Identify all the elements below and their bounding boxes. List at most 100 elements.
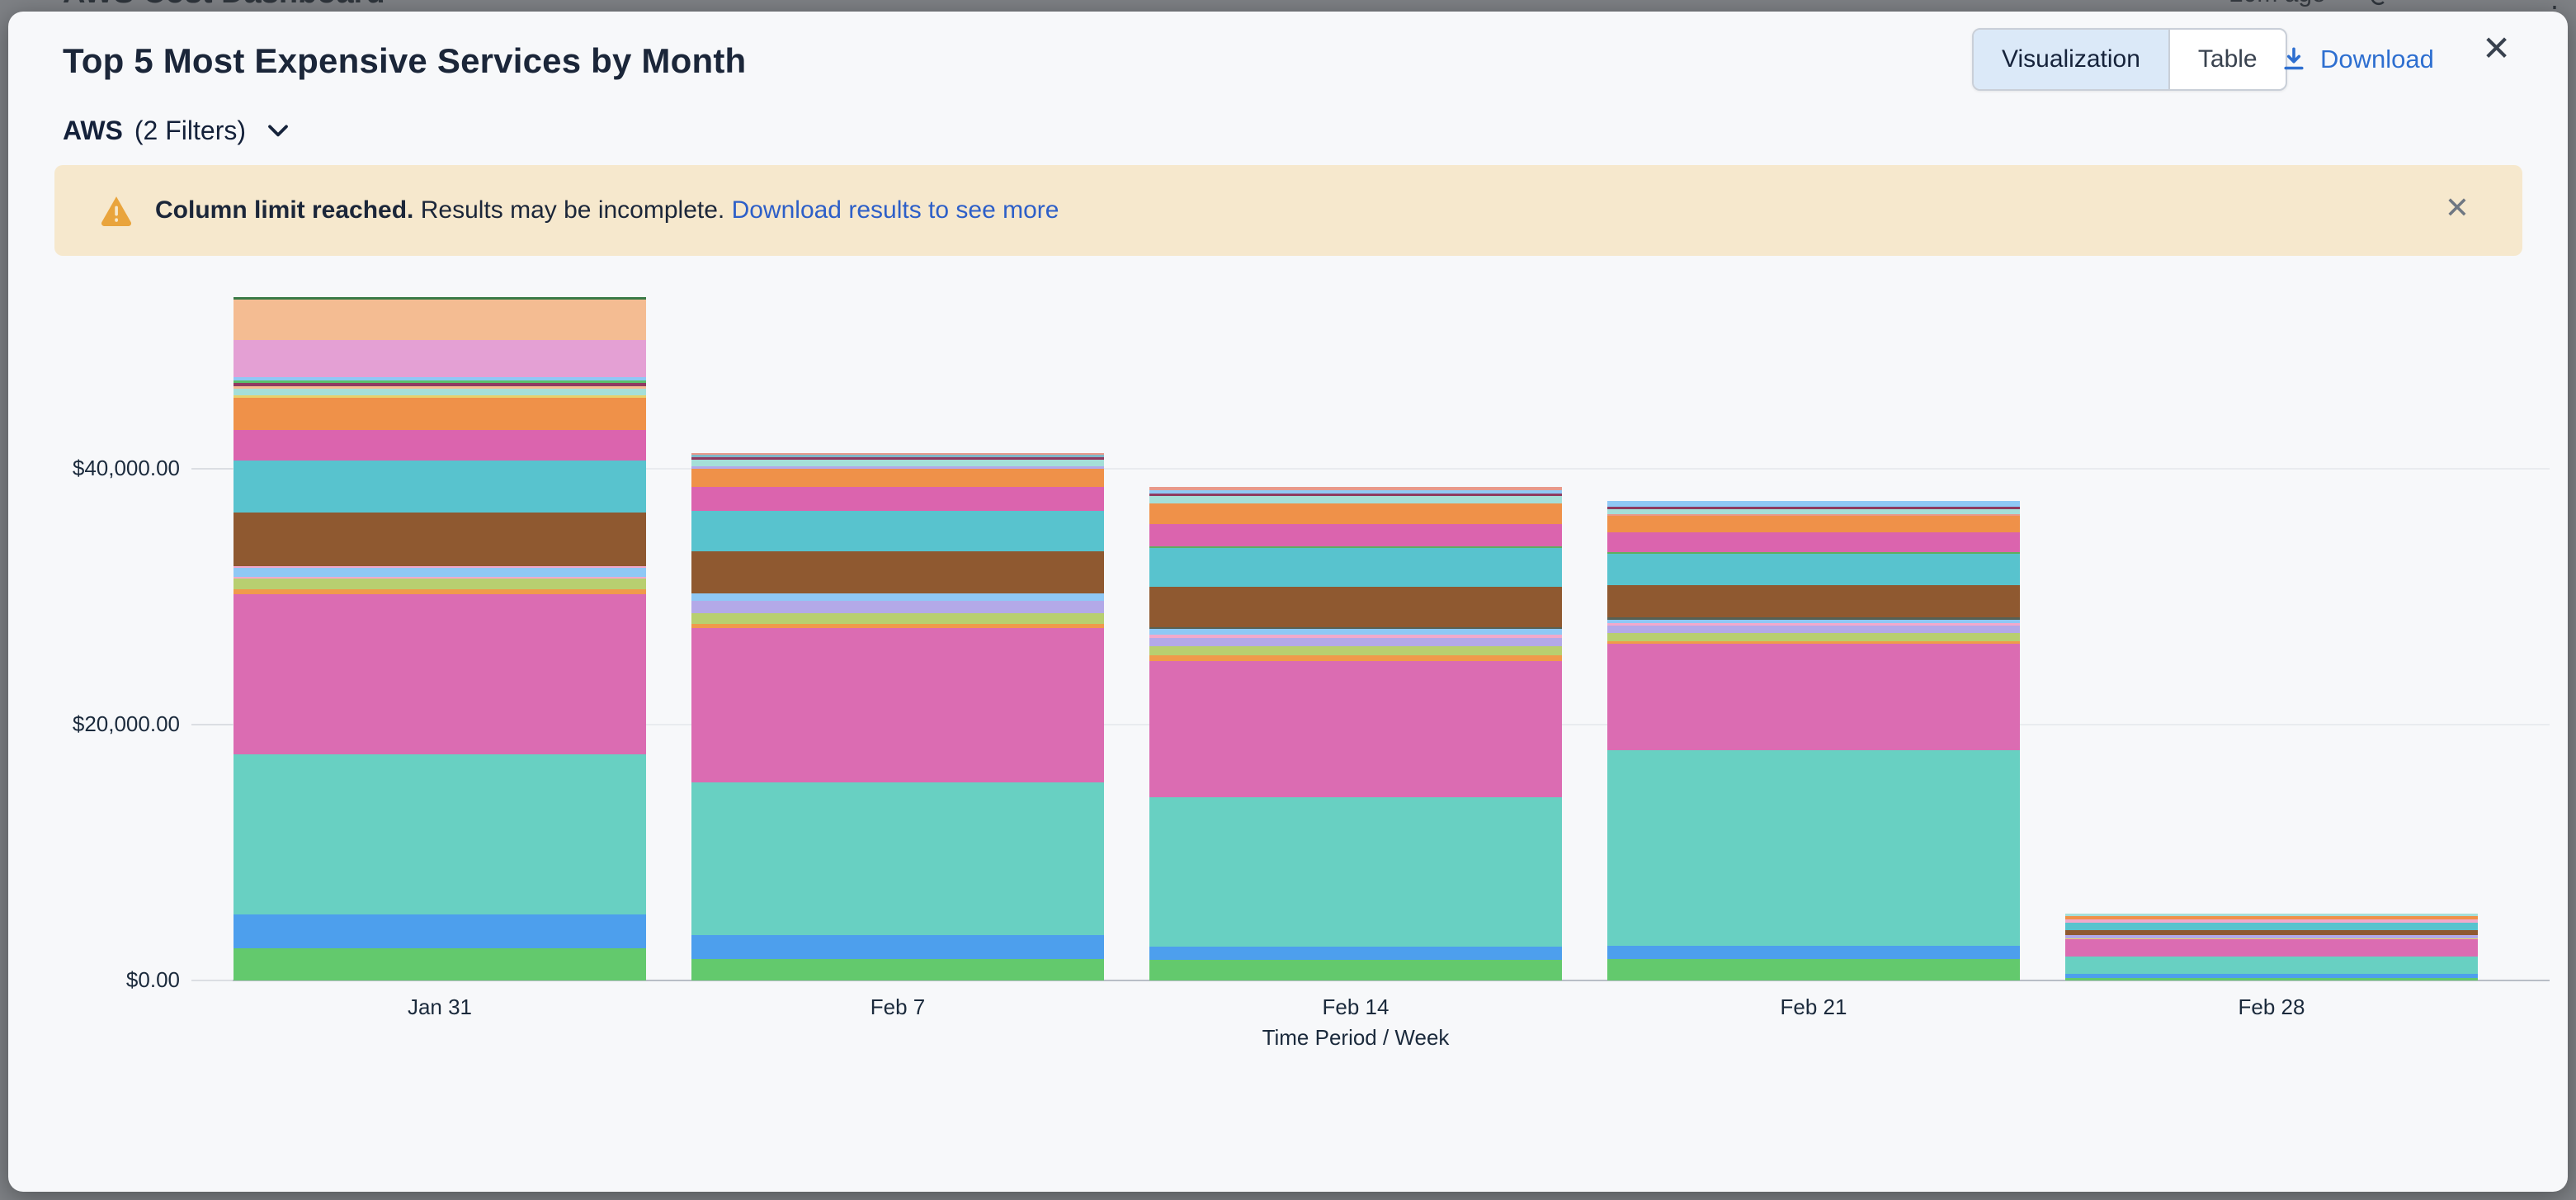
bar-segment[interactable] [234, 566, 646, 569]
bar-segment[interactable] [2065, 956, 2478, 974]
bar-segment[interactable] [1607, 619, 2020, 623]
stacked-bar-feb-21[interactable] [1607, 500, 2020, 980]
bar-segment[interactable] [234, 948, 646, 980]
tab-table[interactable]: Table [2197, 45, 2258, 73]
bar-segment[interactable] [1149, 635, 1562, 639]
bar-segment[interactable] [691, 958, 1104, 980]
bar-segment[interactable] [691, 627, 1104, 783]
bar-segment[interactable] [1607, 551, 2020, 554]
bar-segment[interactable] [691, 511, 1104, 551]
bar-segment[interactable] [234, 383, 646, 387]
bar-segment[interactable] [1607, 958, 2020, 980]
bar-segment[interactable] [234, 389, 646, 396]
bar-segment[interactable] [1149, 546, 1562, 549]
download-button[interactable]: Download [2279, 36, 2434, 83]
stacked-bar-jan-31[interactable] [234, 297, 646, 980]
bar-segment[interactable] [234, 576, 646, 579]
bar-segment[interactable] [691, 623, 1104, 628]
bar-segment[interactable] [691, 455, 1104, 458]
stacked-bar-feb-28[interactable] [2065, 913, 2478, 980]
bar-segment[interactable] [1607, 553, 2020, 585]
bar-segment[interactable] [691, 460, 1104, 467]
bar-segment[interactable] [234, 380, 646, 384]
bar-segment[interactable] [234, 398, 646, 431]
bar-segment[interactable] [1607, 632, 2020, 641]
bar-segment[interactable] [2065, 922, 2478, 930]
bar-segment[interactable] [234, 754, 646, 914]
bar-segment[interactable] [234, 589, 646, 595]
bar-segment[interactable] [234, 377, 646, 381]
bar-segment[interactable] [1607, 640, 2020, 644]
bar-segment[interactable] [1607, 508, 2020, 514]
bar-segment[interactable] [234, 914, 646, 949]
bar-segment[interactable] [1607, 500, 2020, 507]
bar-segment[interactable] [691, 782, 1104, 935]
bar-segment[interactable] [691, 453, 1104, 456]
bar-segment[interactable] [2065, 938, 2478, 957]
bar-segment[interactable] [2065, 919, 2478, 923]
bar-segment[interactable] [1149, 655, 1562, 661]
bar-segment[interactable] [1607, 515, 2020, 532]
bar-segment[interactable] [1149, 959, 1562, 980]
bar-segment[interactable] [691, 457, 1104, 461]
tab-visualization[interactable]: Visualization [1974, 30, 2170, 89]
bar-segment[interactable] [234, 430, 646, 461]
bar-segment[interactable] [1149, 660, 1562, 798]
bar-segment[interactable] [234, 395, 646, 399]
bar-segment[interactable] [691, 466, 1104, 470]
bar-segment[interactable] [1149, 946, 1562, 960]
bar-segment[interactable] [234, 594, 646, 755]
bar-segment[interactable] [691, 593, 1104, 601]
bar-segment[interactable] [2065, 977, 2478, 980]
bar-segment[interactable] [234, 340, 646, 378]
close-icon[interactable]: ✕ [2482, 29, 2512, 68]
bar-segment[interactable] [2065, 929, 2478, 935]
banner-download-link[interactable]: Download results to see more [731, 196, 1059, 224]
bar-segment[interactable] [1149, 548, 1562, 588]
bar-segment[interactable] [1607, 750, 2020, 946]
bar-segment[interactable] [1149, 797, 1562, 947]
bar-segment[interactable] [691, 612, 1104, 624]
bar-segment[interactable] [1149, 524, 1562, 547]
bar-segment[interactable] [2065, 934, 2478, 938]
bar-segment[interactable] [1607, 622, 2020, 626]
bar-segment[interactable] [234, 461, 646, 513]
bar-segment[interactable] [1607, 617, 2020, 620]
bar-segment[interactable] [1149, 638, 1562, 647]
bar-segment[interactable] [1607, 513, 2020, 516]
bar-segment[interactable] [2065, 915, 2478, 919]
bar-segment[interactable] [691, 487, 1104, 512]
bar-segment[interactable] [1149, 626, 1562, 630]
bar-segment[interactable] [1149, 490, 1562, 494]
bar-segment[interactable] [234, 568, 646, 577]
bar-segment[interactable] [1149, 495, 1562, 503]
bar-segment[interactable] [1607, 945, 2020, 959]
bar-segment[interactable] [1607, 584, 2020, 617]
bar-segment[interactable] [234, 578, 646, 590]
bar-segment[interactable] [234, 297, 646, 300]
bar-segment[interactable] [1607, 643, 2020, 750]
bar-segment[interactable] [1607, 625, 2020, 633]
bar-segment[interactable] [2065, 938, 2478, 939]
bar-segment[interactable] [1149, 503, 1562, 525]
bar-segment[interactable] [1149, 587, 1562, 627]
bar-segment[interactable] [1149, 487, 1562, 491]
bar-segment[interactable] [234, 300, 646, 341]
bar-segment[interactable] [234, 513, 646, 567]
bar-segment[interactable] [1149, 646, 1562, 656]
bar-segment[interactable] [691, 550, 1104, 593]
bar-segment[interactable] [691, 600, 1104, 613]
stacked-bar-feb-14[interactable] [1149, 487, 1562, 980]
bar-segment[interactable] [2065, 974, 2478, 978]
bar-segment[interactable] [1149, 629, 1562, 635]
bar-segment[interactable] [2065, 913, 2478, 916]
bar-segment[interactable] [691, 469, 1104, 488]
bar-segment[interactable] [1607, 531, 2020, 552]
bar-segment[interactable] [1607, 506, 2020, 509]
filter-dropdown[interactable]: AWS (2 Filters) [63, 116, 290, 146]
stacked-bar-feb-7[interactable] [691, 453, 1104, 980]
bar-segment[interactable] [691, 934, 1104, 959]
bar-segment[interactable] [1149, 494, 1562, 496]
bar-segment[interactable] [234, 386, 646, 390]
banner-close-icon[interactable]: ✕ [2444, 191, 2470, 224]
